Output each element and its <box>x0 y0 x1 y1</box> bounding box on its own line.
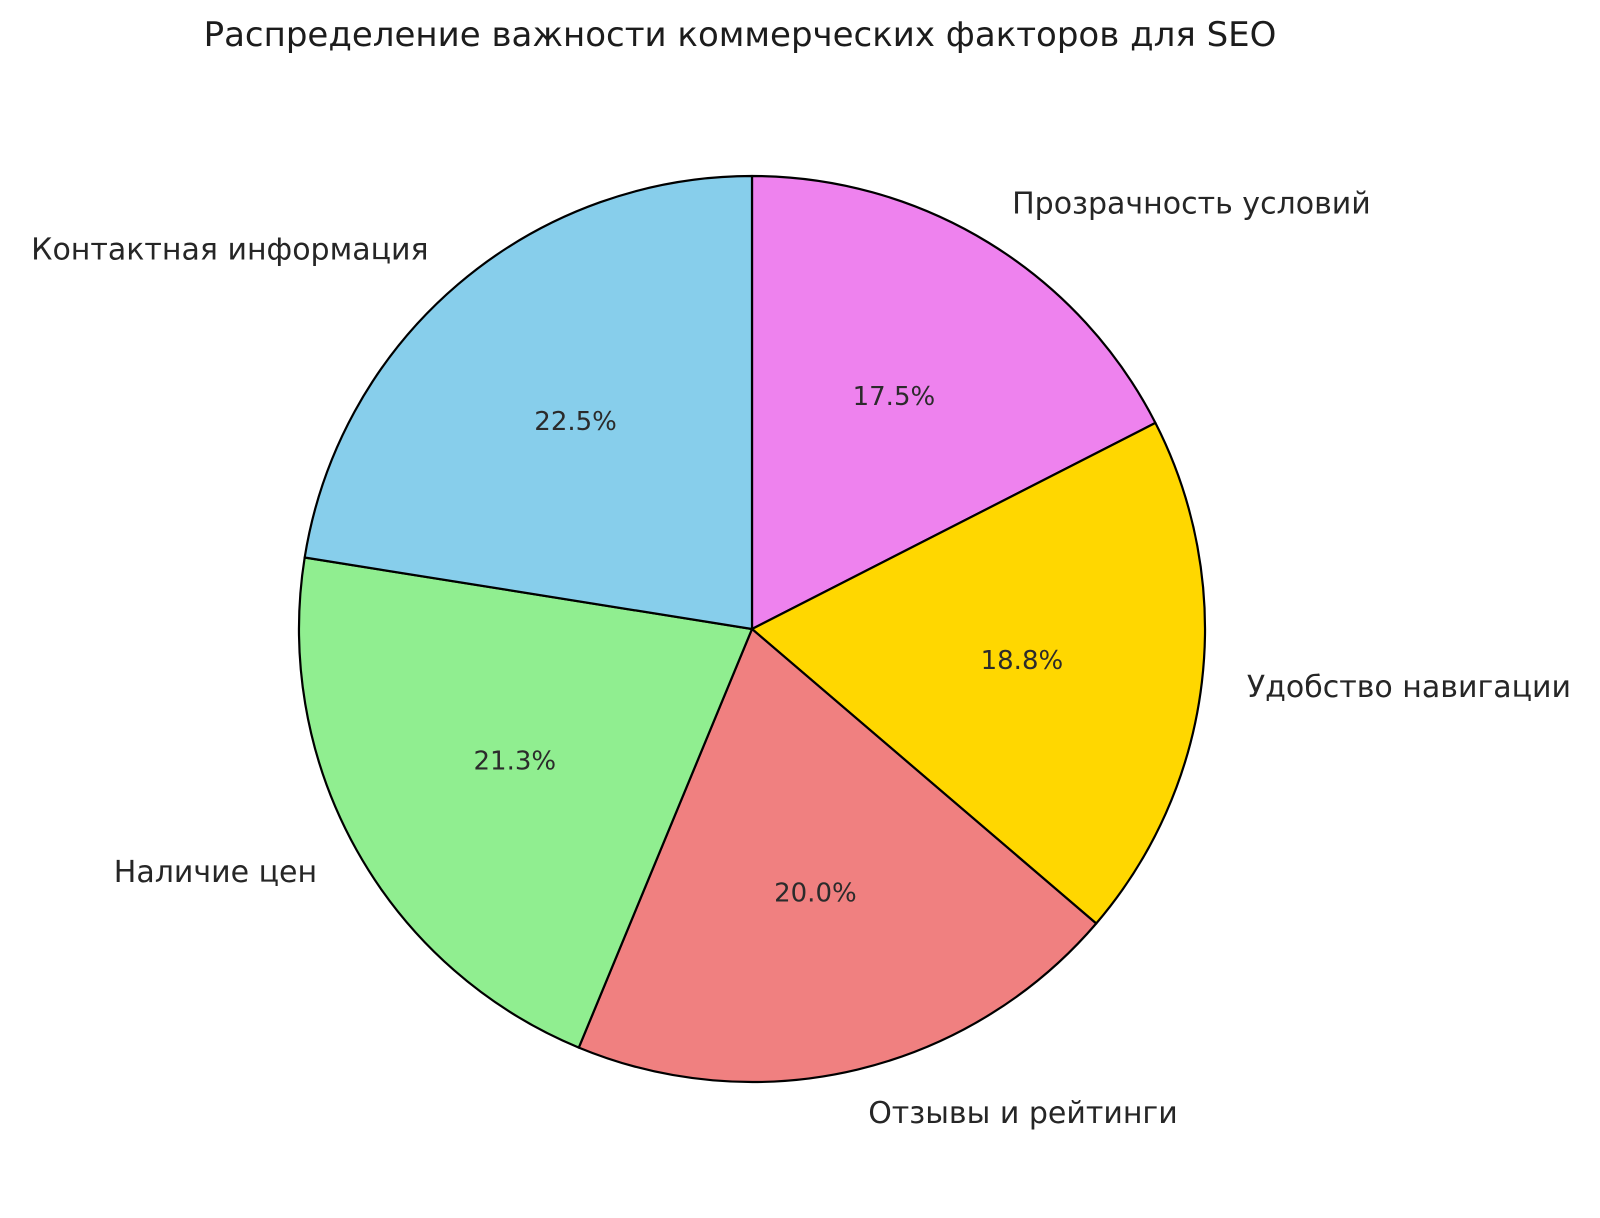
slice-label-5: Контактная информация <box>31 232 428 267</box>
slice-label-1: Прозрачность условий <box>1012 187 1371 222</box>
pie-slices-group: 17.5% Прозрачность условий 18.8% Удобство н… <box>31 174 1571 1131</box>
pie-slice-1 <box>750 174 1157 631</box>
pie-slice-4 <box>297 556 754 1049</box>
pct-label-4: 21.3% <box>473 747 556 777</box>
pct-label-3: 20.0% <box>774 878 857 908</box>
pct-label-1: 17.5% <box>853 382 936 412</box>
slice-label-3: Отзывы и рейтинги <box>868 1096 1178 1131</box>
chart-title: Распределение важности коммерческих факт… <box>204 15 1277 55</box>
pct-label-5: 22.5% <box>534 407 617 437</box>
pie-slice-3 <box>577 627 1098 1084</box>
slice-label-2: Удобство навигации <box>1247 670 1571 705</box>
pct-label-2: 18.8% <box>981 646 1064 676</box>
pie-slice-5 <box>303 174 754 631</box>
pie-slice-2 <box>750 421 1207 925</box>
slice-label-4: Наличие цен <box>114 855 317 890</box>
